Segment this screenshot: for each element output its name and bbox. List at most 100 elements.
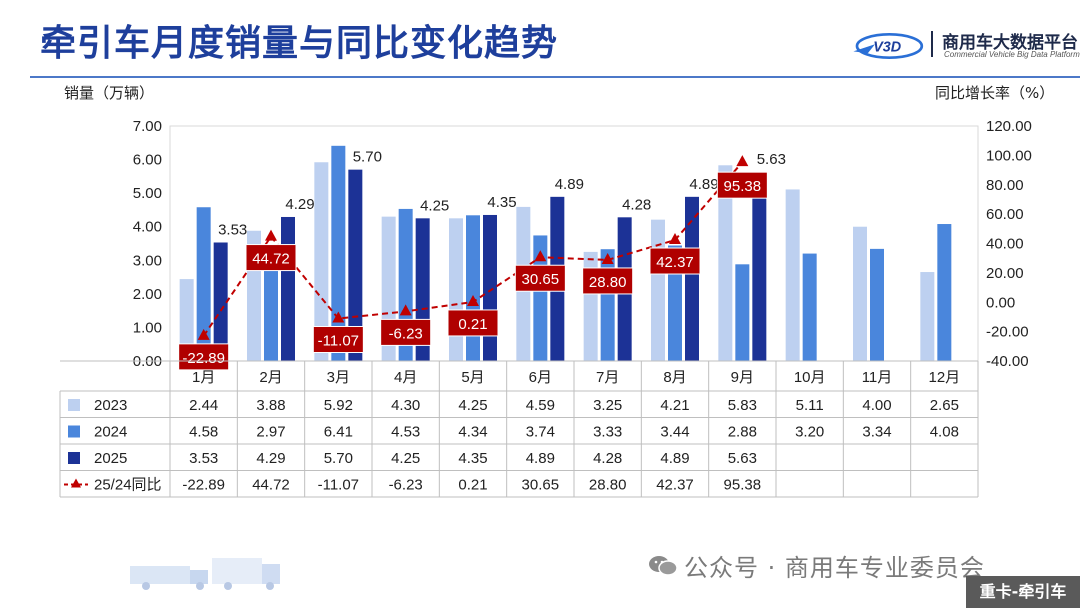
yoy-label: 0.21 [458, 316, 487, 333]
bar-2024 [802, 253, 817, 361]
y-tick-label: 3.00 [133, 252, 162, 269]
yoy-label-box [649, 247, 701, 275]
bar-2023 [785, 189, 800, 361]
table-cell: 3.20 [795, 424, 824, 441]
table-cell: 5.70 [324, 450, 353, 467]
y2-tick-label: 40.00 [986, 236, 1024, 253]
table-cell: -22.89 [182, 477, 225, 494]
table-cell: 2.88 [728, 424, 757, 441]
table-cell: 28.80 [589, 477, 627, 494]
y2-tick-label: 20.00 [986, 265, 1024, 282]
table-cell: -11.07 [318, 477, 359, 494]
logo-mark: V3D [873, 39, 901, 55]
logo-divider [931, 31, 933, 57]
table-cell: 5.11 [796, 397, 824, 414]
table-cell: 0.21 [458, 477, 487, 494]
bar-2023 [651, 219, 665, 361]
table-cell: 3.44 [660, 424, 689, 441]
y-tick-label: 5.00 [133, 185, 162, 202]
logo-name: 商用车大数据平台 [942, 33, 1078, 53]
x-tick-label: 9月 [731, 369, 754, 386]
x-tick-label: 7月 [596, 369, 619, 386]
wechat-icon [649, 556, 678, 576]
table-cell: 4.58 [189, 424, 218, 441]
table-cell: 4.08 [930, 424, 959, 441]
bar-value-label: 4.35 [487, 194, 516, 211]
x-tick-label: 4月 [394, 369, 417, 386]
table-cell: 5.92 [324, 397, 353, 414]
y2-tick-label: 100.00 [986, 147, 1032, 164]
y2-tick-label: -20.00 [986, 324, 1029, 341]
bar-value-label: 4.29 [285, 196, 314, 213]
x-tick-label: 5月 [461, 369, 484, 386]
bar-value-label: 4.89 [555, 176, 584, 193]
page-title: 牵引车月度销量与同比变化趋势 [40, 23, 559, 64]
bar-2023 [853, 226, 867, 361]
x-tick-label: 12月 [928, 369, 960, 386]
bar-2024 [331, 145, 346, 361]
bar-value-label: 4.25 [420, 197, 449, 214]
y-tick-label: 2.00 [133, 286, 162, 303]
table-cell: 6.41 [324, 424, 353, 441]
y-axis-label: 销量（万辆） [64, 84, 155, 102]
table-cell: 30.65 [522, 477, 560, 494]
y2-tick-label: 60.00 [986, 206, 1024, 223]
yoy-label: 42.37 [656, 254, 694, 271]
table-cell: 3.74 [526, 424, 555, 441]
logo-subtitle: Commercial Vehicle Big Data Platform [944, 50, 1080, 59]
yoy-label-box [312, 326, 364, 354]
legend-swatch-2025 [68, 452, 80, 464]
legend-swatch-2023 [68, 399, 80, 411]
yoy-label: -22.89 [182, 350, 225, 367]
bar-2024 [466, 215, 480, 361]
yoy-label-box [447, 309, 499, 337]
yoy-label: -11.07 [318, 333, 359, 350]
category-tag: 重卡-牵引车 [966, 576, 1080, 608]
y-tick-label: 1.00 [133, 319, 162, 336]
table-cell: 4.25 [391, 450, 420, 467]
table-cell: 3.88 [256, 397, 285, 414]
y2-tick-label: 120.00 [986, 118, 1032, 135]
yoy-marker [467, 294, 479, 306]
bar-value-label: 4.28 [622, 196, 651, 213]
y2-axis-label: 同比增长率（%） [935, 84, 1055, 102]
yoy-marker [669, 233, 681, 245]
bar-value-label: 3.53 [218, 221, 247, 238]
table-row-label: 2023 [94, 397, 127, 414]
bar-2025 [685, 196, 699, 361]
table-cell: 4.29 [256, 450, 285, 467]
yoy-marker [534, 250, 547, 262]
yoy-marker [265, 229, 277, 241]
y2-tick-label: -40.00 [986, 353, 1029, 370]
y-tick-label: 7.00 [133, 118, 162, 135]
bar-2023 [449, 218, 463, 361]
table-cell: 2.97 [256, 424, 285, 441]
sales-chart: 0.00 1.00 2.00 3.00 4.00 5.00 6.00 7.00 -40.00 -2… [59, 118, 1032, 498]
bar-2024 [937, 224, 952, 361]
x-tick-label: 8月 [663, 369, 686, 386]
yoy-label: 44.72 [252, 251, 290, 268]
table-cell: 5.63 [728, 450, 757, 467]
table-cell: 3.25 [593, 397, 622, 414]
bar-value-label: 4.89 [689, 176, 718, 193]
table-cell: 4.53 [391, 424, 420, 441]
bar-2023 [718, 165, 733, 361]
table-cell: 4.89 [660, 450, 689, 467]
x-tick-label: 2月 [259, 369, 282, 386]
title-bar: 牵引车月度销量与同比变化趋势 [0, 0, 1080, 76]
table-cell: 95.38 [724, 477, 762, 494]
table-cell: 4.59 [526, 397, 555, 414]
bar-2025 [752, 171, 767, 361]
table-row-label: 2024 [94, 424, 127, 441]
table-cell: 4.00 [862, 397, 891, 414]
bar-2025 [348, 169, 363, 361]
table-cell: 2.65 [930, 397, 959, 414]
yoy-label-box [514, 264, 566, 292]
x-tick-label: 10月 [794, 369, 826, 386]
yoy-label: -6.23 [389, 325, 423, 342]
legend-marker [71, 478, 81, 488]
y2-tick-label: 80.00 [986, 177, 1024, 194]
table-cell: 3.33 [593, 424, 622, 441]
bar-2025 [281, 216, 295, 361]
yoy-label: 95.38 [724, 178, 762, 195]
